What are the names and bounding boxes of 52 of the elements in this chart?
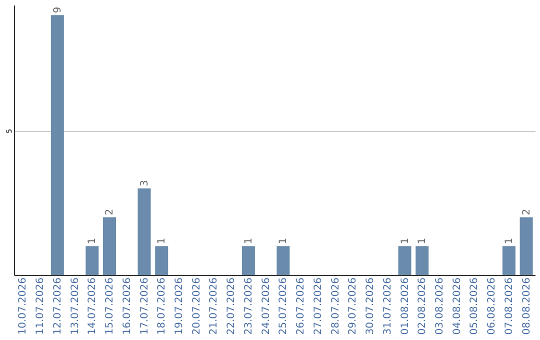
- x-tick-label: 18.07.2026: [156, 278, 168, 335]
- data-label: 1: [278, 238, 290, 244]
- x-tick-label: 11.07.2026: [35, 278, 46, 335]
- data-label: 1: [504, 238, 515, 244]
- bar: [138, 188, 151, 275]
- bar: [155, 246, 168, 275]
- x-tick-label: 13.07.2026: [70, 278, 81, 335]
- data-label: 1: [243, 238, 254, 244]
- x-tick-label: 03.08.2026: [434, 278, 446, 335]
- x-tick-label: 07.08.2026: [504, 278, 515, 335]
- x-tick-label: 28.07.2026: [330, 278, 342, 335]
- x-tick-label: 27.07.2026: [312, 278, 324, 335]
- x-tick-label: 10.07.2026: [18, 278, 29, 335]
- bar: [276, 246, 290, 275]
- x-tick-label: 20.07.2026: [191, 278, 202, 335]
- x-tick-label: 15.07.2026: [104, 278, 116, 335]
- data-label: 3: [139, 180, 150, 186]
- data-label: 1: [156, 238, 168, 244]
- x-tick-label: 05.08.2026: [469, 278, 480, 335]
- bar: [50, 15, 64, 275]
- x-tick-label: 22.07.2026: [226, 278, 238, 335]
- x-tick-label: 16.07.2026: [122, 278, 133, 335]
- bar: [242, 246, 255, 275]
- bar: [520, 217, 533, 275]
- x-tick-label: 26.07.2026: [296, 278, 307, 335]
- data-label: 9: [52, 6, 64, 14]
- x-tick-label: 23.07.2026: [243, 278, 254, 335]
- bar: [398, 246, 412, 275]
- bar: [86, 246, 99, 275]
- x-tick-label: 24.07.2026: [260, 278, 272, 335]
- data-label: 2: [521, 208, 532, 216]
- x-tick-label: 01.08.2026: [400, 278, 411, 335]
- x-tick-label: 02.08.2026: [417, 278, 428, 335]
- x-tick-label: 21.07.2026: [208, 278, 220, 335]
- x-tick-label: 04.08.2026: [452, 278, 463, 335]
- x-tick-label: 31.07.2026: [382, 278, 394, 335]
- x-tick-label: 25.07.2026: [278, 278, 290, 335]
- bar: [103, 217, 116, 275]
- data-label: 1: [417, 238, 428, 244]
- x-tick-label: 17.07.2026: [139, 278, 150, 335]
- data-label: 2: [104, 208, 116, 216]
- x-tick-label: 06.08.2026: [486, 278, 498, 335]
- data-label: 1: [87, 238, 98, 244]
- bar: [502, 246, 516, 275]
- data-label: 1: [400, 238, 411, 244]
- x-tick-label: 29.07.2026: [348, 278, 359, 335]
- bar: [416, 246, 429, 275]
- x-tick-label: 08.08.2026: [521, 278, 532, 335]
- x-tick-label: 19.07.2026: [174, 278, 185, 335]
- x-tick-label: 30.07.2026: [365, 278, 376, 335]
- x-tick-label: 12.07.2026: [52, 278, 64, 335]
- x-tick-label: 14.07.2026: [87, 278, 98, 335]
